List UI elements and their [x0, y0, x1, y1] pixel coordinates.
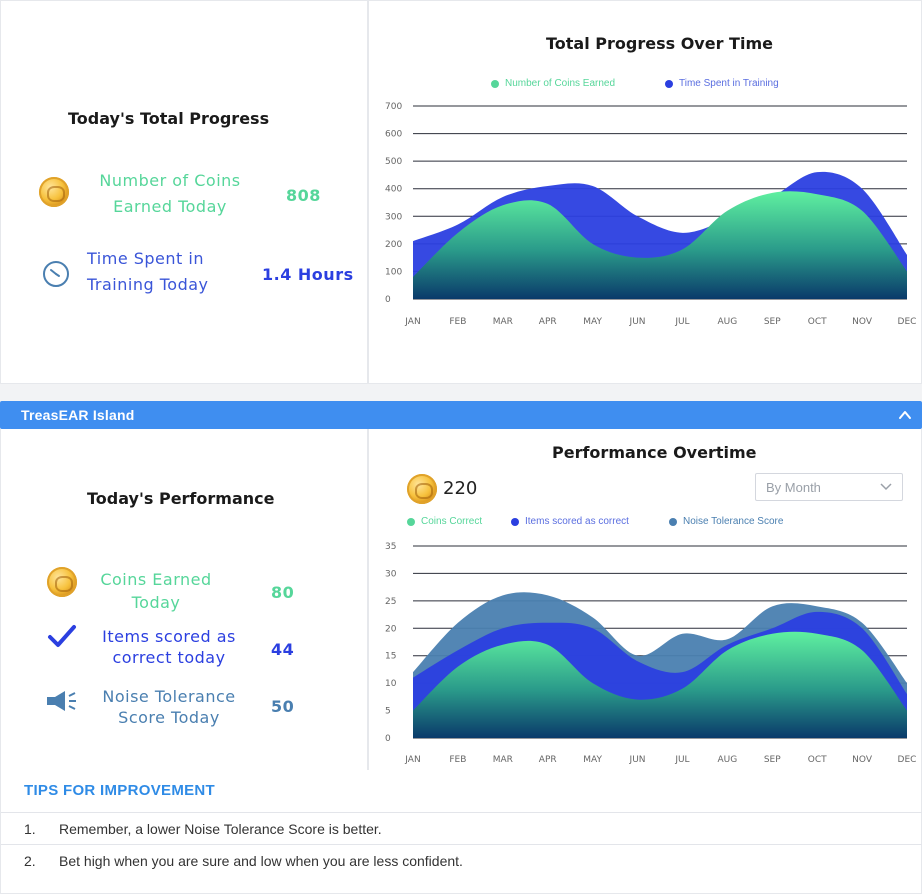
progress-chart-card: Total Progress Over Time Number of Coins…	[368, 0, 922, 384]
coins-earned-today-value: 80	[271, 583, 295, 602]
tips-section: TIPS FOR IMPROVEMENT 1. Remember, a lowe…	[0, 770, 922, 894]
x-tick-label: MAY	[583, 755, 602, 765]
x-tick-label: MAR	[493, 317, 513, 327]
legend-coins-correct-text: Coins Correct	[421, 516, 483, 527]
tip-item: 1. Remember, a lower Noise Tolerance Sco…	[1, 812, 922, 844]
legend-dot-coins-correct	[407, 517, 415, 526]
x-tick-label: OCT	[808, 317, 827, 327]
coin-total: 220	[443, 478, 478, 499]
section-title: TreasEAR Island	[21, 407, 135, 423]
total-progress-card: Today's Total Progress Number of Coins E…	[0, 0, 368, 384]
x-tick-label: SEP	[764, 317, 781, 327]
legend-dot-noise	[669, 517, 677, 526]
x-tick-label: APR	[539, 317, 557, 327]
noise-tolerance-value: 50	[271, 697, 295, 716]
legend-items-scored: Items scored as correct	[511, 516, 629, 527]
noise-tolerance-label: Noise Tolerance Score Today	[102, 687, 236, 727]
x-tick-label: FEB	[449, 317, 466, 327]
x-tick-label: JAN	[404, 755, 420, 765]
y-tick-label: 30	[385, 569, 397, 579]
tip-number: 2.	[24, 852, 36, 869]
clock-icon	[43, 261, 69, 287]
x-tick-label: APR	[539, 755, 557, 765]
legend-coins-correct: Coins Correct	[407, 516, 482, 527]
performance-chart-card: Performance Overtime 220 By Month Coins …	[368, 429, 922, 810]
legend-time-spent: Time Spent in Training	[665, 78, 779, 89]
x-tick-label: JUN	[629, 317, 646, 327]
month-select-value: By Month	[766, 479, 821, 495]
x-tick-label: JUL	[674, 317, 689, 327]
checkmark-icon	[48, 625, 76, 647]
area-series-number-of-coins-earned	[413, 191, 907, 299]
legend-dot-coins	[491, 79, 499, 88]
x-tick-label: DEC	[898, 317, 917, 327]
coin-icon	[39, 177, 69, 207]
x-tick-label: NOV	[852, 755, 873, 765]
y-tick-label: 0	[385, 734, 391, 744]
x-tick-label: JUL	[674, 755, 689, 765]
x-tick-label: OCT	[808, 755, 827, 765]
x-tick-label: AUG	[718, 317, 738, 327]
performance-title: Today's Performance	[87, 489, 275, 508]
y-tick-label: 0	[385, 295, 391, 305]
coins-earned-value: 808	[286, 186, 321, 205]
chevron-down-icon	[880, 483, 892, 491]
y-tick-label: 15	[385, 652, 396, 662]
total-progress-title: Today's Total Progress	[68, 109, 270, 128]
tip-number: 1.	[24, 820, 36, 837]
items-scored-value: 44	[271, 640, 295, 659]
tip-text: Bet high when you are sure and low when …	[59, 852, 463, 869]
time-spent-label: Time Spent in Training Today	[87, 249, 209, 294]
tip-text: Remember, a lower Noise Tolerance Score …	[59, 820, 382, 837]
x-tick-label: AUG	[718, 755, 738, 765]
y-tick-label: 20	[385, 624, 397, 634]
month-select[interactable]: By Month	[755, 473, 903, 501]
items-scored-label: Items scored as correct today	[102, 627, 236, 667]
y-tick-label: 400	[385, 185, 402, 195]
legend-coins-text: Number of Coins Earned	[505, 78, 616, 89]
progress-chart-title: Total Progress Over Time	[546, 34, 773, 53]
tips-title: TIPS FOR IMPROVEMENT	[24, 782, 216, 799]
y-tick-label: 10	[385, 679, 397, 689]
time-spent-value: 1.4 Hours	[262, 265, 354, 284]
legend-noise-text: Noise Tolerance Score	[683, 516, 784, 527]
y-tick-label: 300	[385, 212, 402, 222]
chevron-up-icon[interactable]	[898, 408, 912, 422]
progress-area-chart: 0 100 200 300 400 500 600 700 JAN FEB MAR APR MAY JUN…	[385, 102, 917, 327]
y-tick-label: 500	[385, 157, 402, 167]
legend-dot-time	[665, 79, 673, 88]
y-tick-label: 600	[385, 130, 402, 140]
x-tick-label: JUN	[629, 755, 646, 765]
x-tick-label: DEC	[898, 755, 917, 765]
y-tick-label: 100	[385, 267, 402, 277]
legend-time-text: Time Spent in Training	[679, 78, 779, 89]
x-tick-label: MAR	[493, 755, 513, 765]
performance-area-chart: 0 5 10 15 20 25 30 35 JAN FEB MAR APR MAY JUN JUL AUG SE…	[385, 542, 917, 765]
treasear-island-header[interactable]: TreasEAR Island	[0, 401, 922, 429]
y-tick-label: 5	[385, 707, 391, 717]
legend-coins-earned: Number of Coins Earned	[491, 78, 615, 89]
x-tick-label: JAN	[404, 317, 420, 327]
y-tick-label: 35	[385, 542, 396, 552]
megaphone-icon	[47, 691, 76, 711]
y-tick-label: 700	[385, 102, 402, 112]
x-tick-label: NOV	[852, 317, 873, 327]
y-tick-label: 200	[385, 240, 402, 250]
x-tick-label: FEB	[449, 755, 466, 765]
performance-card: Today's Performance Coins Earned Today 8…	[0, 429, 368, 810]
y-tick-label: 25	[385, 597, 396, 607]
x-tick-label: MAY	[583, 317, 602, 327]
coins-earned-label: Number of Coins Earned Today	[99, 171, 241, 216]
coins-earned-today-label: Coins Earned Today	[100, 570, 212, 612]
area-series-coins-correct	[413, 631, 907, 738]
legend-noise-tolerance: Noise Tolerance Score	[669, 516, 783, 527]
legend-dot-items	[511, 517, 519, 526]
coin-icon	[407, 474, 437, 504]
performance-chart-title: Performance Overtime	[552, 443, 757, 462]
tip-item: 2. Bet high when you are sure and low wh…	[1, 844, 922, 876]
coin-icon	[47, 567, 77, 597]
legend-items-text: Items scored as correct	[525, 516, 629, 527]
x-tick-label: SEP	[764, 755, 781, 765]
